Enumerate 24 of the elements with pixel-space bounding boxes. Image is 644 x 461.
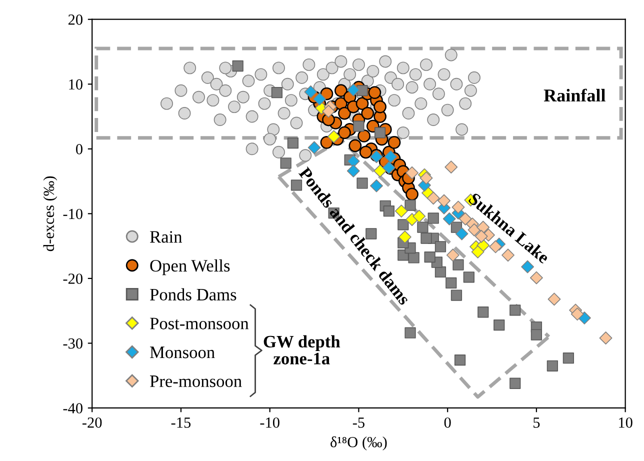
y-tick-label: 20 — [68, 14, 82, 25]
y-tick-label: -30 — [63, 338, 82, 349]
x-tick-label: -10 — [260, 417, 280, 428]
annotation: GW depth zone-1a — [264, 335, 340, 364]
y-tick-label: -20 — [63, 274, 82, 284]
x-tick-label: 10 — [619, 417, 632, 428]
legend-label: Rain — [150, 231, 182, 243]
x-tick-label: -15 — [171, 418, 191, 428]
x-tick-label: -5 — [352, 418, 364, 428]
x-axis-title: δ¹⁸O (‰) — [330, 436, 387, 450]
y-tick-label: 0 — [76, 144, 82, 154]
legend-label: Post-monsoon — [150, 318, 249, 330]
legend-label: Pre-monsoon — [150, 376, 242, 388]
x-tick-label: 0 — [444, 417, 451, 428]
annotation: Rainfall — [544, 88, 606, 102]
y-tick-label: -40 — [63, 403, 82, 414]
legend-label: Open Wells — [150, 259, 230, 276]
legend-label: Ponds Dams — [150, 288, 236, 300]
y-tick-label: 10 — [69, 79, 82, 90]
legend-label: Monsoon — [150, 346, 215, 358]
y-tick-label: -10 — [63, 208, 82, 220]
y-axis-title: d-exces (‰) — [43, 176, 58, 252]
x-tick-label: -20 — [82, 417, 102, 428]
x-tick-label: 5 — [534, 418, 540, 428]
